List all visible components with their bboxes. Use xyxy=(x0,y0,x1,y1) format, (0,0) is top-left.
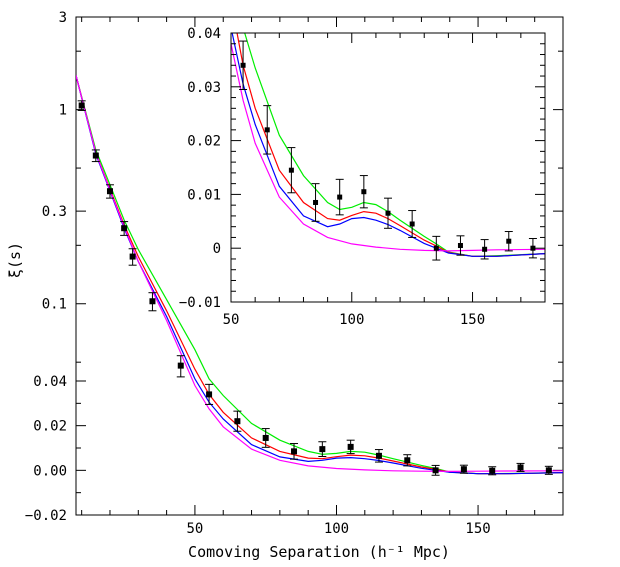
inset-background xyxy=(230,32,546,303)
inset-y-tick-label: 0.04 xyxy=(187,26,221,42)
inset-panel: 50 100 150 0.04 0.03 0.02 0.01 0 −0.01 xyxy=(179,26,546,328)
main-model-curve-4 xyxy=(76,75,563,473)
inset-y-tick-label: 0.01 xyxy=(187,187,221,203)
inset-data-point xyxy=(288,167,294,173)
inset-data-point xyxy=(313,199,319,205)
inset-plot-frame xyxy=(230,32,546,303)
y-tick-label: 1 xyxy=(59,103,67,119)
inset-plot-area xyxy=(231,33,545,261)
inset-y-tick-label: 0.03 xyxy=(187,80,221,96)
main-data-point xyxy=(319,446,326,453)
main-data-point xyxy=(121,225,128,232)
y-tick-label: 0.04 xyxy=(33,374,67,390)
main-data-point xyxy=(129,253,136,260)
main-data-point xyxy=(92,152,99,159)
inset-x-tick-label: 150 xyxy=(460,312,485,328)
x-axis-title: Comoving Separation (h⁻¹ Mpc) xyxy=(188,543,450,561)
inset-data-point xyxy=(240,62,246,68)
main-plot-frame xyxy=(75,16,564,516)
inset-data-point xyxy=(337,194,343,200)
inset-data-point xyxy=(409,221,415,227)
inset-data-point xyxy=(361,189,367,195)
x-tick-label: 50 xyxy=(186,521,203,537)
main-data-point xyxy=(347,443,354,450)
y-tick-label: 3 xyxy=(59,10,67,26)
inset-data-point xyxy=(506,238,512,244)
y-tick-label: 0.3 xyxy=(42,204,67,220)
main-data-point xyxy=(106,188,113,195)
y-tick-label: 0.00 xyxy=(33,463,67,479)
inset-y-tick-label: 0 xyxy=(213,241,221,257)
main-data-point xyxy=(149,298,156,305)
inset-y-tick-label: −0.01 xyxy=(179,295,221,311)
inset-y-tick-label: 0.02 xyxy=(187,134,221,150)
main-data-point xyxy=(262,434,269,441)
inset-data-point xyxy=(433,245,439,251)
inset-data-point xyxy=(457,243,463,249)
main-data-point xyxy=(206,391,213,398)
inset-model-curve-4 xyxy=(231,37,545,252)
inset-data-point xyxy=(264,127,270,133)
y-tick-label: 0.02 xyxy=(33,419,67,435)
main-data-point xyxy=(291,448,298,455)
x-tick-label: 150 xyxy=(465,521,490,537)
main-data-point xyxy=(489,467,496,474)
main-data-point xyxy=(78,102,85,109)
inset-data-point xyxy=(482,246,488,252)
inset-model-curve-1 xyxy=(244,33,545,257)
y-axis-title: ξ(s) xyxy=(6,242,24,278)
x-tick-label: 100 xyxy=(324,521,349,537)
inset-x-tick-label: 100 xyxy=(339,312,364,328)
y-tick-label: −0.02 xyxy=(25,508,67,524)
main-data-point xyxy=(177,362,184,369)
main-panel: 50 100 150 3 1 0.3 0.1 0.04 0.02 0.00 −0.02 xyxy=(25,10,564,537)
main-data-point xyxy=(234,418,241,425)
main-data-point xyxy=(404,457,411,464)
inset-x-tick-label: 50 xyxy=(223,312,240,328)
main-data-point xyxy=(517,464,524,471)
inset-data-point xyxy=(530,245,536,251)
main-data-point xyxy=(545,467,552,474)
main-data-point xyxy=(375,452,382,459)
main-plot-area xyxy=(76,75,563,476)
y-tick-label: 0.1 xyxy=(42,297,67,313)
main-data-point xyxy=(432,467,439,474)
main-data-point xyxy=(460,466,467,473)
inset-data-point xyxy=(385,210,391,216)
